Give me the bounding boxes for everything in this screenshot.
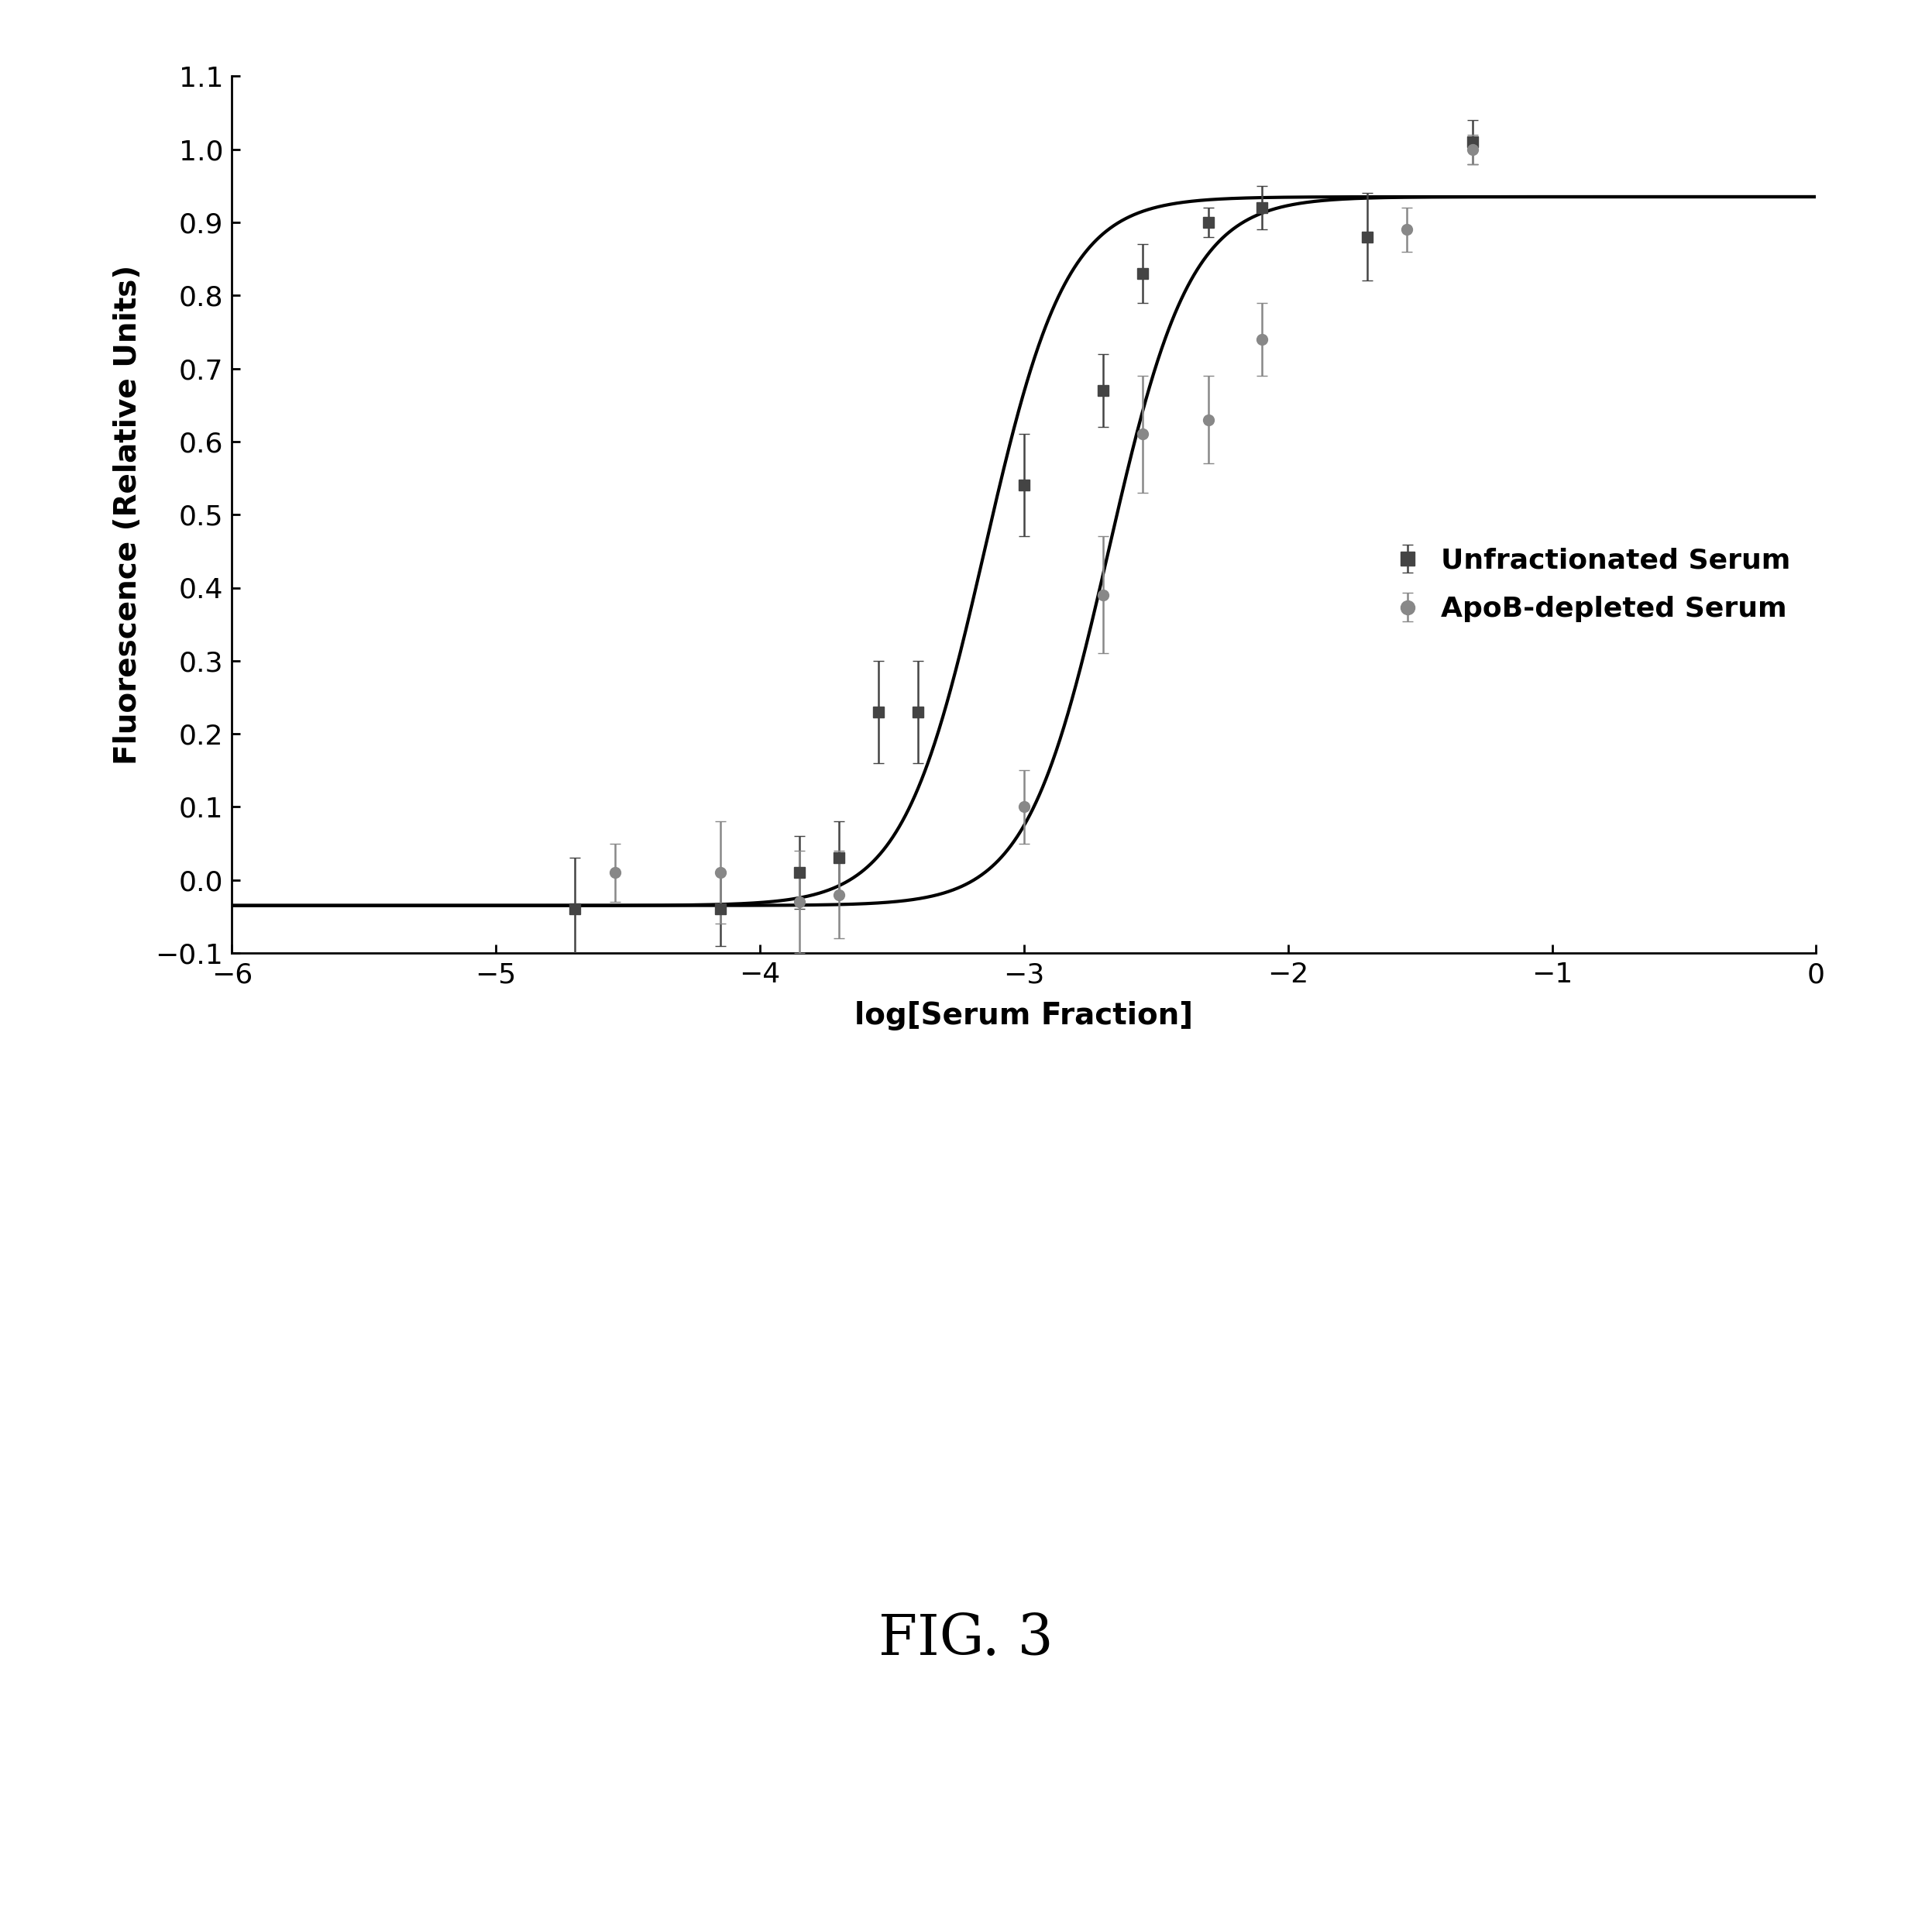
Legend: Unfractionated Serum, ApoB-depleted Serum: Unfractionated Serum, ApoB-depleted Seru… — [1379, 536, 1803, 633]
Text: FIG. 3: FIG. 3 — [879, 1612, 1053, 1666]
X-axis label: log[Serum Fraction]: log[Serum Fraction] — [854, 1001, 1194, 1031]
Y-axis label: Fluorescence (Relative Units): Fluorescence (Relative Units) — [112, 265, 143, 764]
